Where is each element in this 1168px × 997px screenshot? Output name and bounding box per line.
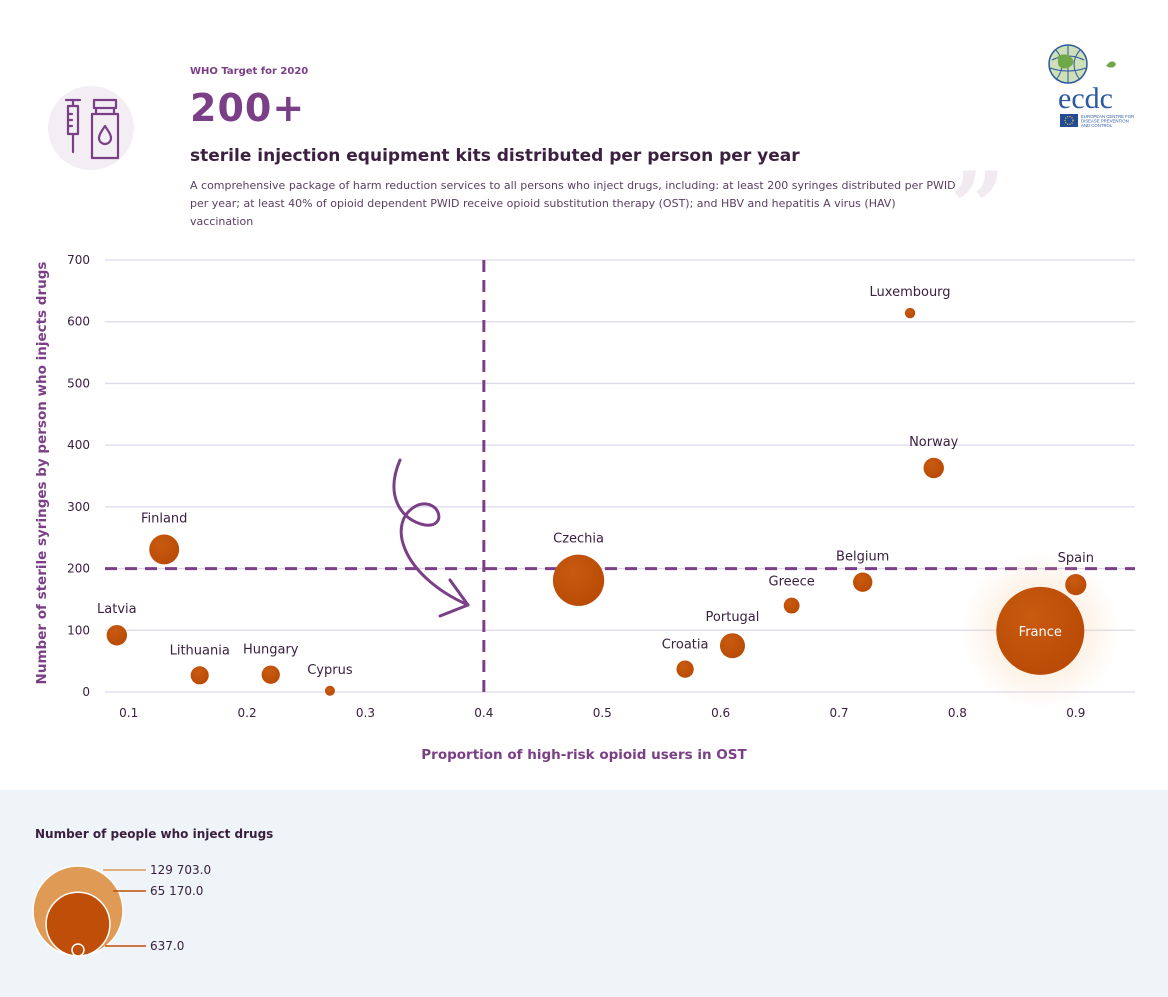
legend-panel: [0, 790, 1168, 997]
y-tick-label: 600: [67, 315, 90, 329]
x-tick-label: 0.7: [829, 706, 848, 720]
bubble-lithuania: [190, 666, 209, 685]
x-tick-label: 0.4: [474, 706, 493, 720]
legend-title: Number of people who inject drugs: [35, 827, 274, 841]
x-tick-label: 0.3: [356, 706, 375, 720]
legend-value-label: 129 703.0: [150, 863, 211, 877]
bubble-greece: [783, 597, 800, 614]
x-tick-label: 0.6: [711, 706, 730, 720]
label-latvia: Latvia: [97, 602, 137, 617]
quote-mark-icon: ”: [950, 151, 1006, 264]
legend-value-label: 65 170.0: [150, 884, 203, 898]
x-axis-label: Proportion of high-risk opioid users in …: [421, 747, 747, 763]
x-tick-label: 0.2: [238, 706, 257, 720]
label-portugal: Portugal: [706, 610, 760, 625]
bubble-czechia: [552, 554, 605, 606]
label-luxembourg: Luxembourg: [870, 285, 951, 300]
syringe-vial-icon-badge: [48, 86, 134, 170]
target-kicker: WHO Target for 2020: [190, 66, 309, 77]
label-croatia: Croatia: [662, 638, 709, 653]
label-spain: Spain: [1058, 551, 1094, 566]
label-cyprus: Cyprus: [307, 663, 353, 678]
syringe-vial-icon: [64, 98, 120, 160]
label-lithuania: Lithuania: [170, 643, 230, 658]
axis-ticks: 0 100 200 300 400 500 600 700 0.1 0.2 0.3 0.4 0.5 0.6…: [67, 253, 1085, 720]
label-belgium: Belgium: [836, 549, 889, 564]
label-hungary: Hungary: [243, 643, 299, 658]
bubble-norway: [923, 457, 944, 479]
y-axis-label: Number of sterile syringes by person who…: [34, 262, 50, 685]
y-tick-label: 700: [67, 253, 90, 267]
ecdc-logo-graphic: ecdc EUROPEAN CENTRE FOR DISEASE PREVENT…: [1048, 44, 1134, 128]
y-tick-label: 100: [67, 623, 90, 637]
size-legend: 129 703.0 65 170.0 637.0: [32, 863, 211, 957]
ecdc-wordmark: ecdc: [1058, 82, 1113, 115]
chart-grid: [105, 259, 1135, 693]
y-tick-label: 500: [67, 376, 90, 390]
bubble-labels: Latvia Finland Lithuania Hungary Cyprus Czech…: [97, 285, 1094, 678]
label-czechia: Czechia: [553, 532, 604, 547]
y-tick-label: 200: [67, 562, 90, 576]
logo-subtitle-3: AND CONTROL: [1081, 123, 1113, 128]
target-big-number: 200+: [190, 86, 306, 130]
label-france: France: [1019, 625, 1062, 640]
x-tick-label: 0.5: [593, 706, 612, 720]
bubble-france: [996, 586, 1085, 675]
eu-flag-icon: [1060, 114, 1078, 127]
bubble-cyprus: [324, 685, 335, 696]
bubble-spain: [1065, 574, 1087, 596]
ecdc-logo: ecdc EUROPEAN CENTRE FOR DISEASE PREVENT…: [1036, 42, 1140, 134]
bubble-finland: [149, 534, 180, 565]
bubble-hungary: [261, 665, 280, 684]
legend-bubble: [71, 943, 85, 957]
bubble-croatia: [676, 660, 694, 678]
label-finland: Finland: [141, 511, 187, 526]
target-headline: sterile injection equipment kits distrib…: [190, 146, 800, 166]
target-lines: [105, 260, 1135, 692]
bubble-belgium: [853, 572, 873, 592]
legend-value-label: 637.0: [150, 939, 184, 953]
y-tick-label: 300: [67, 500, 90, 514]
bubble-latvia: [106, 625, 128, 646]
x-tick-label: 0.8: [948, 706, 967, 720]
bubbles: [106, 307, 1120, 711]
y-tick-label: 400: [67, 438, 90, 452]
arrow-head-icon: [438, 578, 470, 618]
logo-subtitle-1: EUROPEAN CENTRE FOR: [1081, 114, 1134, 119]
curly-arrow-icon: [392, 458, 470, 607]
label-greece: Greece: [769, 575, 815, 590]
target-description: A comprehensive package of harm reductio…: [190, 179, 956, 228]
x-tick-label: 0.9: [1066, 706, 1085, 720]
logo-subtitle-2: DISEASE PREVENTION: [1081, 119, 1129, 124]
label-norway: Norway: [909, 435, 959, 450]
x-tick-label: 0.1: [119, 706, 138, 720]
bubble-luxembourg: [904, 307, 916, 319]
bubble-portugal: [719, 633, 745, 659]
y-tick-label: 0: [82, 685, 90, 699]
bubble-chart: 0 100 200 300 400 500 600 700 0.1 0.2 0.3 0.4 0.5 0.6…: [34, 253, 1135, 763]
